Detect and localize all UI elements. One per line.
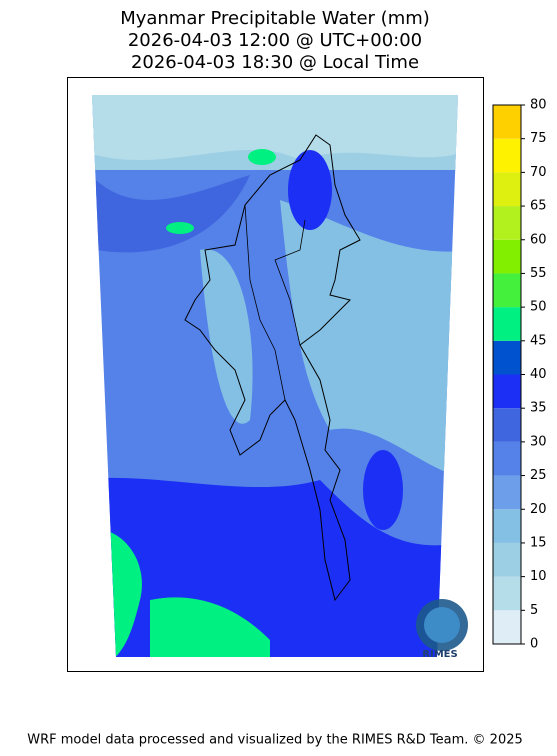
colorbar-bin	[493, 239, 521, 274]
colorbar-bin	[493, 172, 521, 207]
colorbar-bin	[493, 307, 521, 341]
colorbar-bin	[493, 105, 521, 139]
colorbar-tick-label: 0	[530, 637, 538, 652]
colorbar-tick-label: 25	[530, 468, 547, 483]
colorbar-bin	[493, 374, 521, 409]
colorbar-tick-label: 80	[530, 98, 547, 113]
colorbar-tick-label: 35	[530, 401, 547, 416]
colorbar-tick-label: 75	[530, 131, 547, 146]
colorbar-bin	[493, 441, 521, 476]
map: RIMES	[92, 95, 468, 660]
colorbar-tick-label: 20	[530, 502, 547, 517]
colorbar-tick-label: 45	[530, 333, 547, 348]
footer: WRF model data processed and visualized …	[27, 733, 523, 748]
map-frame	[67, 77, 484, 672]
colorbar-tick-label: 5	[530, 603, 538, 618]
colorbar-bin	[493, 340, 521, 375]
colorbar-bin	[493, 138, 521, 173]
colorbar-bin	[493, 509, 521, 543]
colorbar-bin	[493, 610, 521, 644]
colorbar-tick-label: 65	[530, 199, 547, 214]
colorbar-bin	[493, 408, 521, 442]
title-line: 2026-04-03 12:00 @ UTC+00:00	[128, 30, 422, 51]
colorbar-bin	[493, 576, 521, 611]
colorbar-tick-label: 30	[530, 434, 547, 449]
colorbar-tick-label: 55	[530, 266, 547, 281]
colorbar-tick-label: 10	[530, 569, 547, 584]
colorbar-bin	[493, 273, 521, 308]
colorbar-bin	[493, 206, 521, 240]
colorbar-tick-label: 60	[530, 232, 547, 247]
colorbar-bin	[493, 542, 521, 577]
colorbar-tick-label: 15	[530, 535, 547, 550]
colorbar: 0 5 10 15 20 25 30 35 40 45 50 55 60 65 70 75 80	[492, 98, 547, 652]
colorbar-tick-label: 40	[530, 367, 547, 382]
title-line: 2026-04-03 18:30 @ Local Time	[131, 52, 419, 73]
colorbar-tick-label: 70	[530, 165, 547, 180]
logo-text: RIMES	[422, 649, 457, 660]
title-line: Myanmar Precipitable Water (mm)	[120, 8, 430, 29]
colorbar-tick-label: 50	[530, 300, 547, 315]
colorbar-bin	[493, 475, 521, 510]
